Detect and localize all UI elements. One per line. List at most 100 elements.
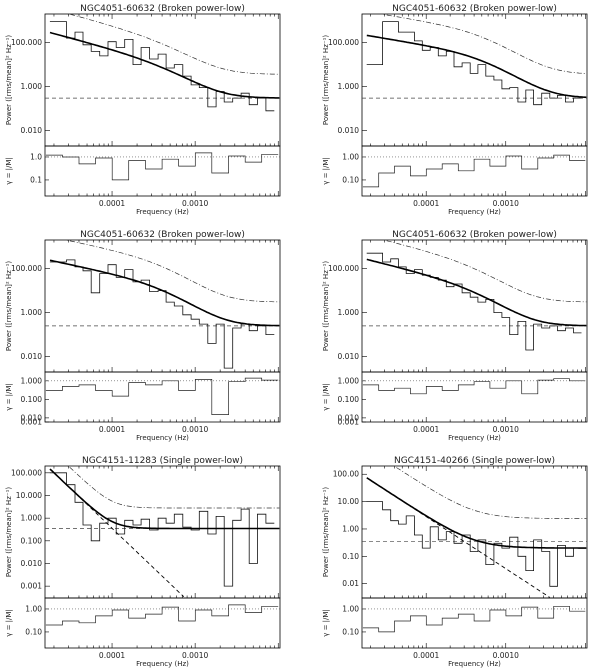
upper-bound-curve — [50, 465, 280, 509]
y-tick-label: 100.000 — [328, 38, 359, 47]
panel-title: NGC4151-11283 (Single power-low) — [82, 456, 243, 466]
ratio-series — [45, 152, 279, 181]
ratio-axis-label: γ = |/M| — [5, 157, 13, 185]
upper-bound-curve — [50, 13, 280, 75]
ratio-y-tick-label: 0.010 — [338, 413, 360, 422]
ratio-axis-label: γ = |/M| — [322, 157, 330, 185]
y-tick-label: 1.000 — [21, 308, 43, 317]
ratio-axis-label: γ = |/M| — [5, 609, 13, 637]
panel-title: NGC4051-60632 (Broken power-low) — [80, 4, 245, 14]
y-tick-label: 1.000 — [338, 82, 360, 91]
y-tick-label: 1.000 — [338, 308, 360, 317]
y-tick-label: 1.000 — [21, 82, 43, 91]
ratio-y-tick-label: 0.010 — [21, 413, 43, 422]
y-tick-label: 100.00 — [333, 470, 359, 479]
ratio-y-tick-label: 1.0 — [30, 152, 42, 161]
model-fit-curve — [366, 477, 587, 549]
y-tick-label: 1.000 — [21, 514, 43, 523]
x-tick-label: 0.0010 — [182, 199, 208, 208]
ratio-frame — [44, 145, 281, 197]
observed-psd-series — [366, 21, 582, 106]
ratio-axis-label: γ = |/M| — [5, 383, 13, 411]
x-axis-label: Frequency (Hz) — [136, 208, 189, 216]
ratio-series — [362, 378, 586, 395]
psd-panel-2: NGC4051-60632 (Broken power-low) 0.0001 0.… — [322, 4, 588, 216]
panel-title: NGC4051-60632 (Broken power-low) — [392, 4, 557, 14]
ratio-axis-label: γ = |/M| — [322, 383, 330, 411]
ratio-y-tick-label: 0.1 — [30, 175, 42, 184]
y-tick-label: 0.010 — [338, 352, 360, 361]
ratio-series — [45, 604, 279, 626]
ratio-series — [362, 154, 586, 188]
model-fit-curve — [49, 259, 280, 327]
ratio-y-tick-label: 0.10 — [342, 627, 359, 636]
x-tick-label: 0.0010 — [182, 651, 208, 660]
y-tick-label: 0.100 — [21, 536, 43, 545]
power-frame — [44, 13, 281, 147]
ratio-y-tick-label: 0.001 — [21, 418, 43, 427]
observed-psd-series — [366, 252, 582, 351]
ratio-frame — [44, 597, 281, 649]
y-tick-label: 100.000 — [328, 264, 359, 273]
ratio-frame — [361, 145, 588, 197]
x-tick-label: 0.0001 — [413, 199, 439, 208]
upper-bound-curve — [366, 465, 587, 519]
upper-bound-curve — [50, 239, 280, 303]
ratio-frame — [44, 371, 281, 423]
y-tick-label: 0.010 — [21, 126, 43, 135]
panel-title: NGC4051-60632 (Broken power-low) — [80, 230, 245, 240]
power-frame — [361, 13, 588, 147]
x-tick-label: 0.0010 — [182, 425, 208, 434]
ratio-series — [45, 377, 279, 415]
y-tick-label: 100.000 — [11, 264, 42, 273]
y-tick-label: 0.001 — [21, 582, 43, 591]
model-fit-curve — [366, 34, 587, 99]
model-fit-curve — [366, 258, 587, 327]
y-tick-label: 10.00 — [338, 497, 360, 506]
ratio-y-tick-label: 1.00 — [342, 152, 359, 161]
observed-psd-series — [49, 21, 275, 112]
observed-psd-series — [49, 259, 275, 369]
y-axis-label: Power ([rms/mean]² Hz⁻¹) — [322, 35, 330, 125]
model-fit-curve — [49, 31, 280, 99]
x-axis-label: Frequency (Hz) — [136, 660, 189, 668]
ratio-frame — [361, 371, 588, 423]
y-tick-label: 0.010 — [21, 559, 43, 568]
y-axis-label: Power ([rms/mean]² Hz⁻¹) — [5, 261, 13, 351]
observed-psd-series — [49, 472, 275, 587]
x-tick-label: 0.0010 — [493, 425, 519, 434]
y-tick-label: 100.000 — [11, 38, 42, 47]
ratio-y-tick-label: 1.000 — [21, 376, 43, 385]
power-frame — [361, 239, 588, 373]
x-tick-label: 0.0001 — [413, 651, 439, 660]
x-axis-label: Frequency (Hz) — [448, 434, 501, 442]
y-axis-label: Power ([rms/mean]² Hz⁻¹) — [5, 35, 13, 125]
y-tick-label: 0.10 — [342, 552, 359, 561]
y-tick-label: 0.01 — [342, 579, 359, 588]
x-axis-label: Frequency (Hz) — [136, 434, 189, 442]
ratio-frame — [361, 597, 588, 649]
power-frame — [44, 239, 281, 373]
power-frame — [44, 465, 281, 599]
panel-title: NGC4151-40266 (Single power-low) — [394, 456, 555, 466]
x-tick-label: 0.0001 — [413, 425, 439, 434]
psd-panel-4: NGC4051-60632 (Broken power-low) 0.0001 0.… — [322, 230, 588, 442]
x-tick-label: 0.0001 — [99, 199, 125, 208]
psd-panel-1: NGC4051-60632 (Broken power-low) 0.0001 0.… — [5, 4, 281, 216]
x-tick-label: 0.0001 — [99, 651, 125, 660]
model-fit-curve — [49, 468, 280, 530]
panel-title: NGC4051-60632 (Broken power-low) — [392, 230, 557, 240]
psd-panel-3: NGC4051-60632 (Broken power-low) 0.0001 0.… — [5, 230, 281, 442]
y-axis-label: Power ([rms/mean]² Hz⁻¹) — [322, 487, 330, 577]
x-tick-label: 0.0001 — [99, 425, 125, 434]
y-tick-label: 0.010 — [338, 126, 360, 135]
ratio-y-tick-label: 1.00 — [342, 604, 359, 613]
power-frame — [361, 465, 588, 599]
upper-bound-curve — [366, 13, 587, 74]
y-axis-label: Power ([rms/mean]² Hz⁻¹) — [322, 261, 330, 351]
y-tick-label: 10.000 — [16, 491, 42, 500]
ratio-series — [362, 605, 586, 633]
y-tick-label: 0.010 — [21, 352, 43, 361]
ratio-y-tick-label: 0.100 — [338, 395, 360, 404]
y-tick-label: 100.000 — [11, 468, 42, 477]
